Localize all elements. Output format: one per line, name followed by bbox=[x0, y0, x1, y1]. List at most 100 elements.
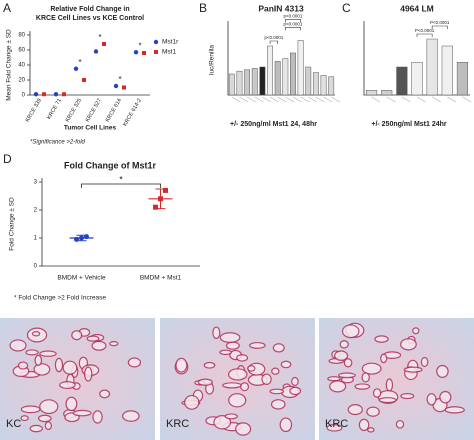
image-label: KC bbox=[6, 418, 21, 430]
panel-label: B bbox=[199, 1, 207, 15]
gland bbox=[197, 378, 213, 386]
gland bbox=[59, 381, 76, 390]
data-point bbox=[153, 204, 158, 210]
bar bbox=[312, 72, 319, 96]
bar bbox=[305, 66, 312, 96]
x-tick bbox=[300, 96, 310, 103]
gland bbox=[380, 353, 388, 364]
gland bbox=[366, 406, 380, 417]
gland bbox=[20, 405, 41, 414]
bar bbox=[274, 61, 281, 96]
y-tick-label: 3 bbox=[34, 180, 38, 186]
gland bbox=[65, 396, 78, 412]
gland bbox=[83, 366, 93, 382]
x-tick-label: KRCE 527 bbox=[85, 98, 103, 124]
x-tick bbox=[386, 96, 396, 103]
gland bbox=[235, 422, 252, 436]
x-tick-label: BMDM + Mst1 bbox=[140, 275, 182, 282]
gland bbox=[54, 357, 64, 373]
bracket bbox=[431, 25, 448, 29]
gland bbox=[99, 389, 111, 399]
gland bbox=[175, 357, 188, 373]
x-tick bbox=[254, 96, 264, 103]
x-tick bbox=[231, 96, 241, 103]
gland bbox=[92, 410, 103, 424]
bar bbox=[236, 70, 243, 96]
gland bbox=[269, 388, 285, 395]
x-tick bbox=[285, 96, 295, 103]
y-tick-label: 0 bbox=[22, 93, 26, 99]
image-label: KRC bbox=[166, 418, 189, 430]
bar bbox=[282, 58, 289, 96]
data-point bbox=[53, 92, 59, 97]
gland bbox=[236, 354, 249, 362]
y-tick-label: 1 bbox=[34, 236, 38, 242]
x-axis-label: +/- 250ng/ml Mst1 24hr bbox=[371, 121, 447, 128]
gland bbox=[426, 393, 437, 406]
panel-label: C bbox=[342, 1, 351, 15]
gland bbox=[228, 393, 247, 408]
data-point bbox=[33, 92, 39, 97]
gland bbox=[31, 331, 41, 337]
gland bbox=[225, 341, 240, 350]
data-point bbox=[102, 42, 106, 46]
significance-marker: * bbox=[138, 41, 141, 50]
gland bbox=[71, 330, 83, 341]
annotation: P<0.0001 bbox=[430, 20, 450, 25]
x-axis-label: Tumor Cell Lines bbox=[64, 125, 117, 132]
gland bbox=[280, 360, 292, 369]
y-tick-label: 20 bbox=[18, 78, 25, 84]
x-tick bbox=[416, 96, 426, 103]
annotation: p<0.0001 bbox=[284, 14, 303, 19]
gland bbox=[291, 376, 299, 386]
gland bbox=[347, 404, 363, 416]
x-tick-label: KRCE 339 bbox=[25, 98, 43, 124]
x-tick bbox=[308, 96, 318, 103]
gland bbox=[184, 394, 200, 410]
legend-label: Mst1r bbox=[162, 39, 179, 46]
gland bbox=[354, 383, 371, 390]
gland bbox=[439, 390, 452, 404]
gland bbox=[212, 326, 221, 340]
gland bbox=[378, 397, 397, 404]
x-tick-label: KRCE 614-2 bbox=[122, 98, 143, 128]
annotation: P<0.0001 bbox=[415, 28, 435, 33]
gland bbox=[289, 386, 302, 396]
gland bbox=[247, 365, 256, 372]
x-tick bbox=[432, 96, 441, 103]
chart-title: Relative Fold Change in bbox=[50, 6, 129, 13]
chart-title: PanIN 4313 bbox=[258, 3, 304, 13]
gland bbox=[219, 332, 241, 343]
data-point bbox=[82, 78, 86, 82]
y-axis-label: Mean Fold Change ± SD bbox=[6, 29, 13, 101]
histology: KC KRC KRC bbox=[0, 318, 474, 440]
y-tick-label: 60 bbox=[18, 48, 25, 54]
gland bbox=[400, 393, 415, 400]
gland bbox=[240, 382, 250, 392]
gland bbox=[367, 427, 375, 433]
gland bbox=[343, 358, 353, 368]
gland bbox=[37, 414, 52, 423]
gland bbox=[385, 378, 394, 392]
data-point bbox=[93, 49, 99, 54]
panel-label: D bbox=[3, 152, 12, 166]
gland bbox=[17, 361, 29, 370]
y-tick-label: 0 bbox=[34, 264, 38, 270]
gland bbox=[72, 409, 92, 417]
chart-title: Fold Change of Mst1r bbox=[64, 160, 156, 170]
x-tick-label: KRCE 71 bbox=[46, 98, 63, 121]
bar bbox=[290, 52, 296, 96]
significance-marker: * bbox=[98, 33, 101, 42]
axis bbox=[41, 178, 200, 267]
legend-label: Mst1 bbox=[162, 49, 176, 56]
gland bbox=[327, 376, 341, 382]
significance-marker: * bbox=[119, 174, 123, 184]
gland bbox=[224, 413, 238, 420]
gland bbox=[403, 366, 423, 373]
gland bbox=[339, 340, 349, 349]
image-label: KRC bbox=[325, 418, 348, 430]
bar bbox=[320, 75, 327, 96]
x-tick bbox=[315, 96, 325, 103]
bar bbox=[244, 69, 251, 96]
x-tick bbox=[323, 96, 333, 103]
